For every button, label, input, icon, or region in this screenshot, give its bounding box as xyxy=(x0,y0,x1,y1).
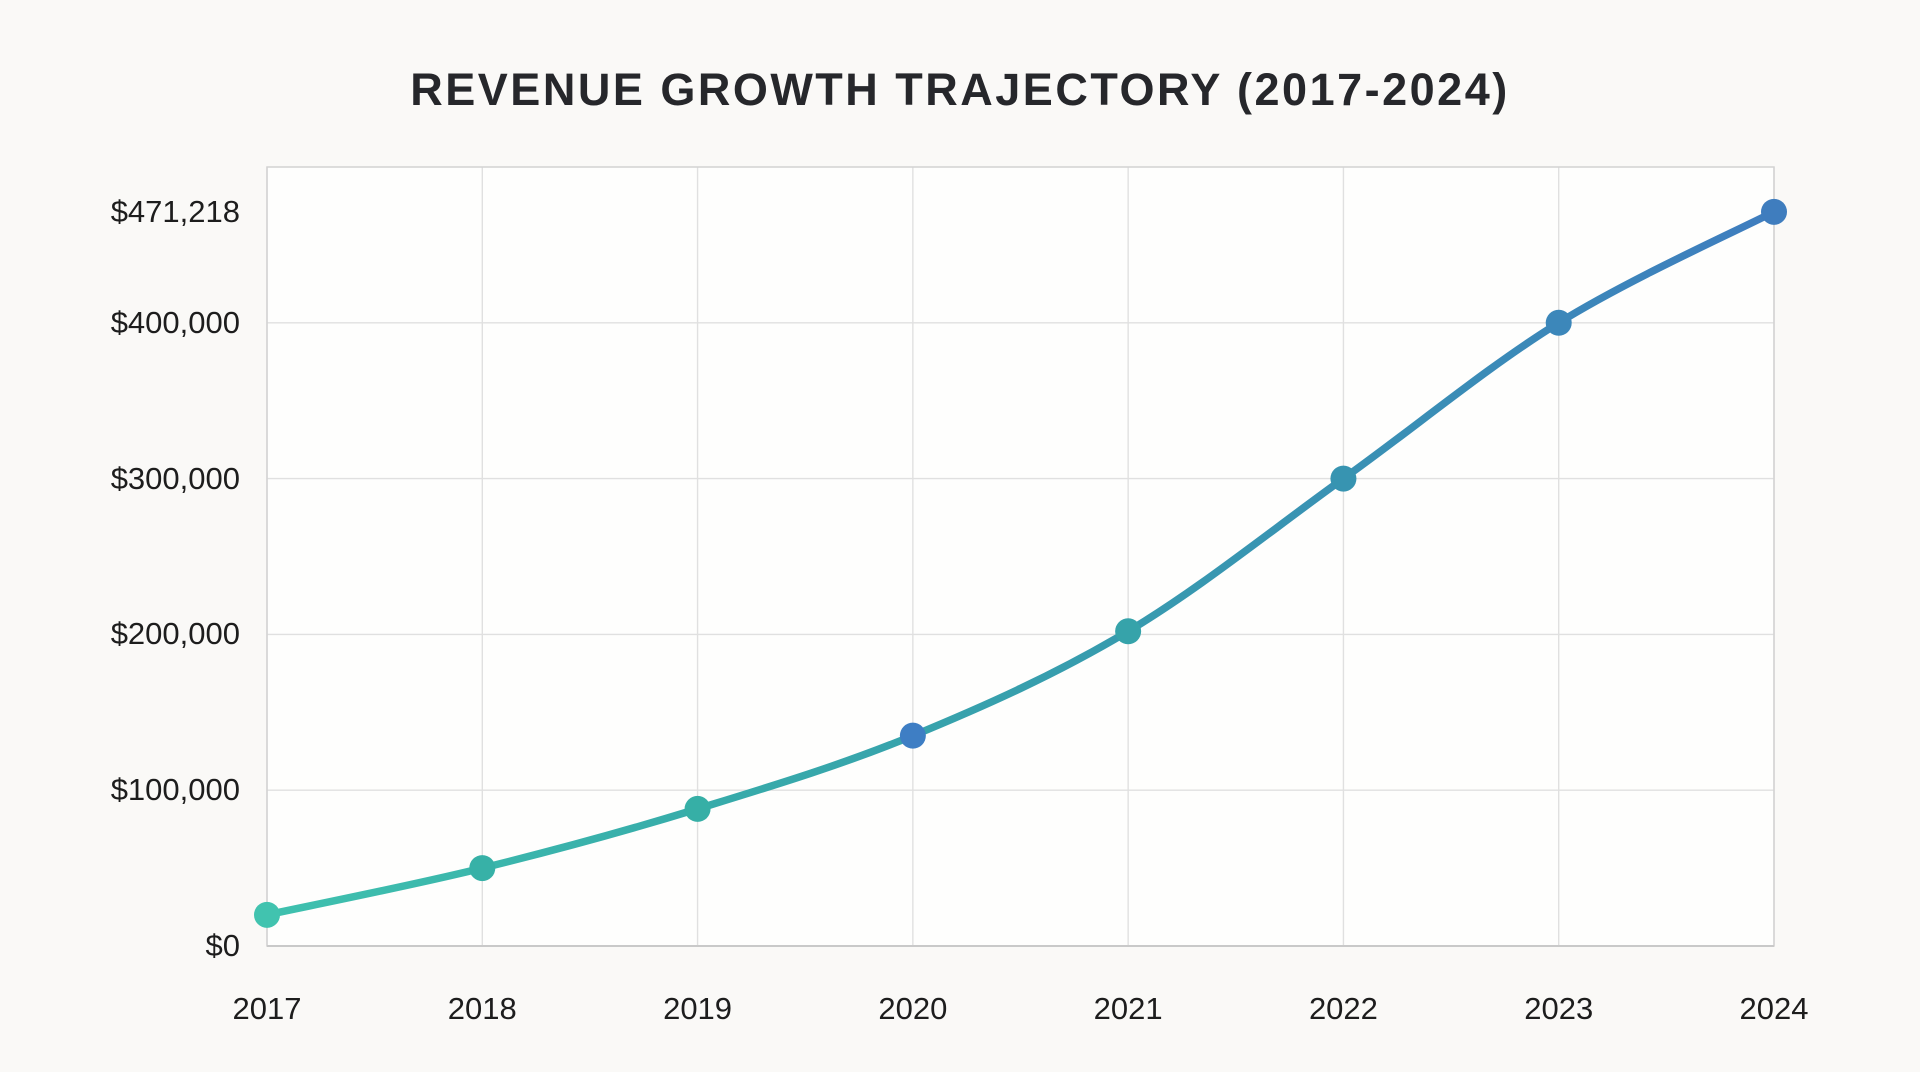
x-tick-label: 2017 xyxy=(232,991,302,1026)
data-point-2023 xyxy=(1545,309,1572,336)
y-tick-label: $100,000 xyxy=(110,772,240,808)
data-point-2021 xyxy=(1115,618,1142,645)
x-tick-label: 2021 xyxy=(1093,991,1163,1026)
x-tick-label: 2023 xyxy=(1524,991,1594,1026)
y-tick-label: $471,218 xyxy=(110,193,240,229)
x-tick-label: 2018 xyxy=(447,991,517,1026)
y-tick-label: $200,000 xyxy=(110,616,240,652)
y-tick-label: $0 xyxy=(205,928,240,963)
data-point-2024 xyxy=(1761,198,1787,225)
chart-title: REVENUE GROWTH TRAJECTORY (2017-2024) xyxy=(410,64,1510,115)
data-point-2018 xyxy=(469,855,496,882)
x-tick-label: 2019 xyxy=(663,991,733,1026)
y-tick-label: $400,000 xyxy=(110,304,240,340)
data-point-2022 xyxy=(1330,465,1357,492)
x-tick-label: 2022 xyxy=(1308,991,1378,1026)
x-tick-label: 2024 xyxy=(1739,991,1809,1026)
data-point-2020 xyxy=(899,722,926,749)
plot-area xyxy=(267,167,1774,946)
data-point-2019 xyxy=(684,795,711,822)
y-tick-label: $300,000 xyxy=(110,460,240,496)
x-tick-label: 2020 xyxy=(878,991,948,1026)
data-point-2017 xyxy=(254,901,280,928)
revenue-line xyxy=(263,208,1778,919)
